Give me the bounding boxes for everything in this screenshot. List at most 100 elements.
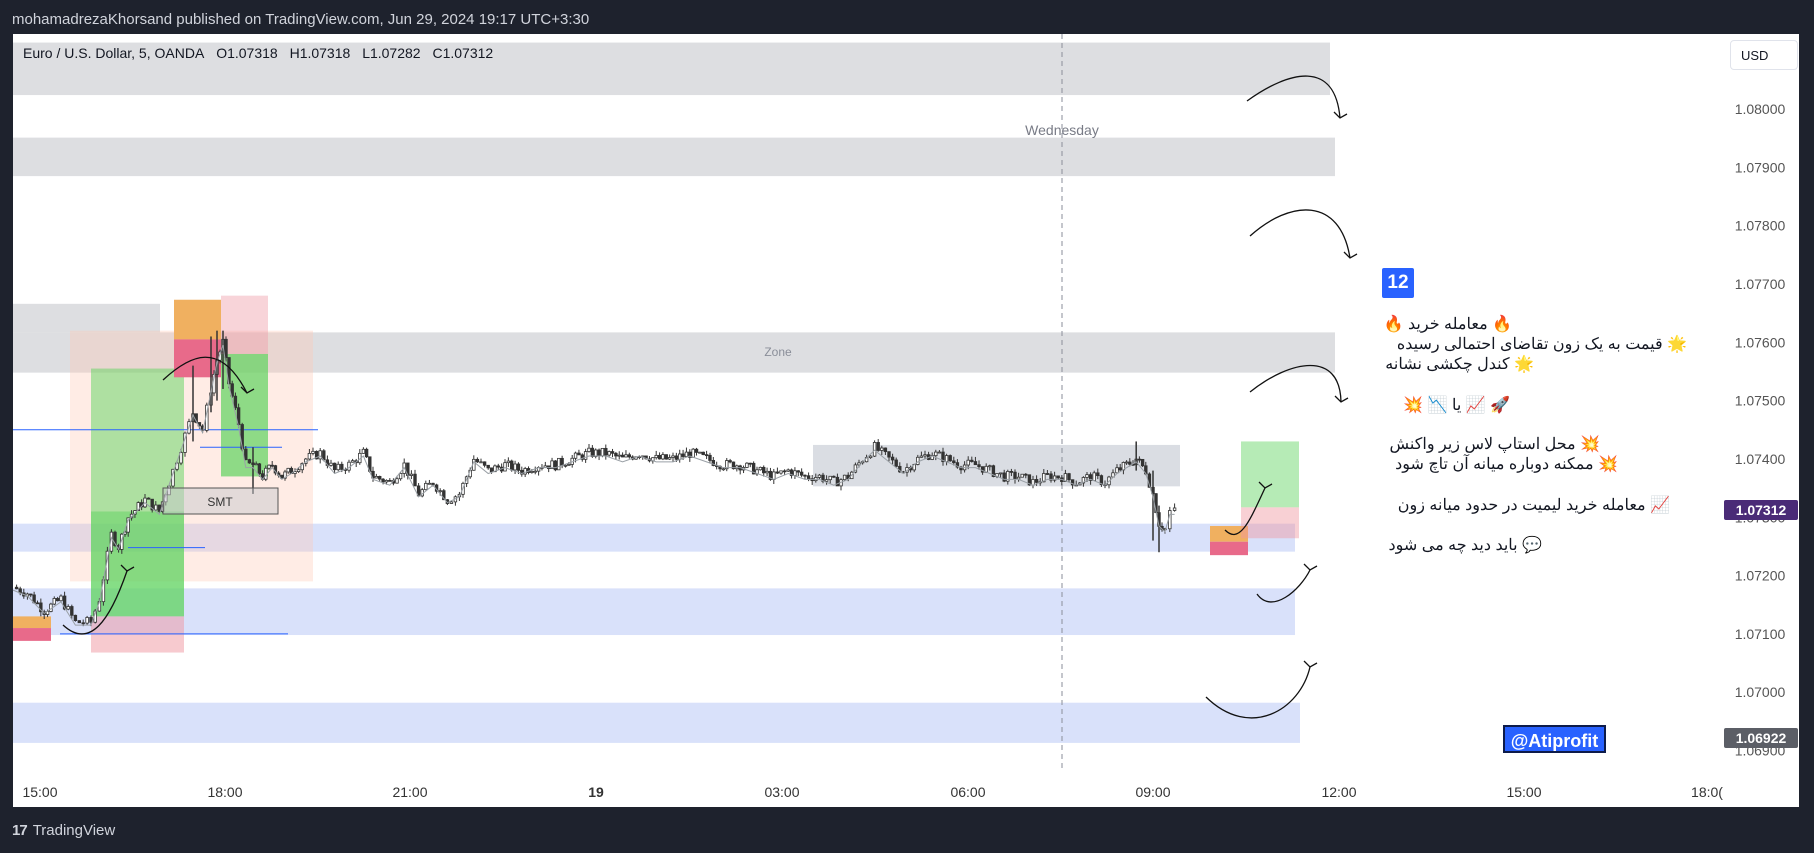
candle-body bbox=[704, 454, 709, 457]
position-box bbox=[1241, 507, 1299, 539]
candle-body bbox=[157, 504, 162, 512]
candle-body bbox=[553, 460, 558, 471]
candle-body bbox=[1020, 473, 1024, 478]
current-price-tag: 1.07312 bbox=[1724, 500, 1798, 520]
candle-body bbox=[664, 454, 668, 460]
candle-body bbox=[516, 463, 521, 471]
x-tick-label: 21:00 bbox=[392, 784, 427, 800]
candle-body bbox=[520, 469, 524, 475]
candle-body bbox=[1067, 473, 1071, 481]
candle-body bbox=[1024, 473, 1028, 476]
candle-body bbox=[806, 475, 811, 480]
candle-body bbox=[803, 474, 807, 477]
candle-body bbox=[654, 454, 658, 459]
candle-body bbox=[872, 442, 877, 457]
candle-body bbox=[280, 474, 284, 479]
candle-body bbox=[604, 447, 608, 456]
candle-body bbox=[768, 470, 773, 480]
trade-boxes bbox=[13, 295, 1299, 653]
candle-body bbox=[230, 383, 234, 397]
candle-body bbox=[1002, 472, 1006, 482]
candle-body bbox=[944, 455, 949, 463]
arrow-head bbox=[1258, 481, 1273, 489]
candle-body bbox=[350, 460, 355, 463]
candle-body bbox=[701, 451, 705, 456]
note-line-8: 💬 باید دید چه می شود bbox=[1388, 537, 1542, 554]
candle-body bbox=[413, 473, 417, 487]
candle-body bbox=[758, 466, 763, 471]
candle-body bbox=[113, 531, 117, 546]
candle-body bbox=[300, 463, 304, 471]
candle-body bbox=[711, 460, 716, 466]
candle-body bbox=[81, 622, 85, 625]
arrow-curve bbox=[1205, 666, 1311, 719]
ohlc-legend: Euro / U.S. Dollar, 5, OANDA O1.07318 H1… bbox=[23, 45, 501, 61]
candle-body bbox=[340, 463, 344, 470]
candle-body bbox=[980, 466, 985, 473]
candle-body bbox=[1016, 476, 1021, 480]
candle-body bbox=[347, 461, 351, 471]
candle-body bbox=[29, 593, 33, 596]
published-header: mohamadrezaKhorsand published on Trading… bbox=[12, 11, 590, 28]
candle-body bbox=[318, 450, 322, 460]
candle-body bbox=[959, 466, 963, 471]
candle-body bbox=[583, 451, 588, 460]
low-price-tag: 1.06922 bbox=[1724, 728, 1798, 748]
candle-body bbox=[590, 447, 595, 457]
arrow-curve bbox=[1249, 209, 1351, 259]
arrow-head bbox=[1343, 251, 1358, 259]
tradingview-logo[interactable]: 17 TradingView bbox=[12, 822, 115, 839]
candle-body bbox=[793, 470, 797, 476]
candle-body bbox=[364, 448, 369, 458]
candle-body bbox=[510, 460, 514, 471]
y-tick-label: 1.07600 bbox=[1735, 334, 1786, 350]
note-line-4: 🚀 📈 یا 📉 💥 bbox=[1403, 397, 1510, 414]
candle-body bbox=[587, 447, 591, 452]
x-tick-label: 18:00 bbox=[207, 784, 242, 800]
candle-body bbox=[1052, 475, 1057, 481]
arrow-head bbox=[240, 386, 255, 394]
candle-body bbox=[530, 471, 534, 473]
arrow-curve bbox=[1249, 365, 1342, 403]
candle-body bbox=[799, 471, 804, 476]
candle-body bbox=[482, 461, 487, 466]
candle-body bbox=[607, 451, 611, 456]
candle-body bbox=[270, 464, 274, 467]
arrow-head bbox=[1303, 660, 1318, 668]
legend-high: H1.07318 bbox=[289, 45, 351, 61]
candle-body bbox=[577, 452, 581, 456]
candle-body bbox=[657, 454, 662, 460]
candle-body bbox=[513, 463, 517, 471]
candle-body bbox=[694, 448, 699, 453]
candle-body bbox=[254, 463, 258, 466]
candle-body bbox=[233, 395, 238, 409]
candle-body bbox=[489, 467, 494, 473]
position-box bbox=[13, 628, 51, 641]
candle-body bbox=[691, 448, 695, 458]
candle-body bbox=[894, 459, 898, 467]
brand-badge: @Atiprofit bbox=[1503, 725, 1606, 753]
candle-body bbox=[154, 504, 158, 511]
candle-body bbox=[89, 617, 93, 623]
candle-body bbox=[880, 447, 884, 451]
demand-zone bbox=[13, 702, 1300, 743]
tradingview-icon: 17 bbox=[12, 822, 28, 839]
candle-body bbox=[684, 451, 689, 457]
candle-body bbox=[424, 482, 428, 491]
candle-body bbox=[952, 460, 956, 464]
y-tick-label: 1.07900 bbox=[1735, 159, 1786, 175]
candle-body bbox=[745, 462, 749, 468]
demand-zone bbox=[13, 523, 1295, 552]
y-tick-label: 1.07500 bbox=[1735, 393, 1786, 409]
position-box bbox=[174, 299, 221, 340]
candle-body bbox=[1088, 474, 1093, 481]
candle-body bbox=[332, 462, 337, 471]
candle-body bbox=[890, 456, 895, 461]
candle-body bbox=[775, 471, 780, 474]
candle-body bbox=[384, 479, 389, 483]
candle-body bbox=[1140, 458, 1145, 467]
currency-button[interactable]: USD bbox=[1730, 40, 1798, 70]
candle-body bbox=[409, 473, 414, 476]
candle-body bbox=[762, 466, 766, 474]
